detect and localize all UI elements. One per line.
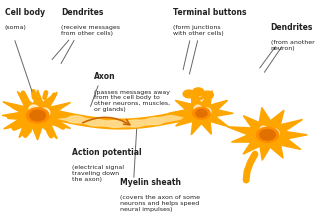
Circle shape bbox=[260, 129, 275, 140]
Text: (passes messages away
from the cell body to
other neurons, muscles,
or glands): (passes messages away from the cell body… bbox=[94, 90, 170, 112]
Text: (soma): (soma) bbox=[5, 25, 26, 30]
Ellipse shape bbox=[87, 119, 104, 126]
Text: (receive messages
from other cells): (receive messages from other cells) bbox=[61, 25, 120, 36]
Circle shape bbox=[196, 109, 207, 117]
Circle shape bbox=[202, 91, 214, 99]
Ellipse shape bbox=[29, 105, 40, 115]
Text: (from another
neuron): (from another neuron) bbox=[271, 40, 315, 51]
Text: Cell body: Cell body bbox=[5, 8, 45, 17]
Circle shape bbox=[26, 108, 49, 123]
Text: Terminal buttons: Terminal buttons bbox=[173, 8, 247, 17]
Ellipse shape bbox=[67, 116, 84, 123]
Circle shape bbox=[30, 110, 46, 121]
Ellipse shape bbox=[41, 108, 50, 116]
Ellipse shape bbox=[68, 117, 84, 121]
Ellipse shape bbox=[107, 121, 124, 128]
Ellipse shape bbox=[271, 129, 279, 136]
Ellipse shape bbox=[204, 108, 211, 114]
Polygon shape bbox=[169, 91, 233, 135]
Ellipse shape bbox=[127, 121, 143, 126]
Ellipse shape bbox=[146, 118, 163, 125]
Text: Myelin sheath: Myelin sheath bbox=[120, 178, 180, 187]
Text: Dendrites: Dendrites bbox=[271, 23, 313, 32]
Text: Dendrites: Dendrites bbox=[61, 8, 104, 17]
Text: (covers the axon of some
neurons and helps speed
neural impulses): (covers the axon of some neurons and hel… bbox=[120, 195, 200, 212]
Polygon shape bbox=[227, 107, 307, 160]
Polygon shape bbox=[2, 90, 76, 140]
Ellipse shape bbox=[147, 119, 162, 123]
Circle shape bbox=[193, 88, 204, 96]
Ellipse shape bbox=[107, 122, 123, 126]
Circle shape bbox=[256, 127, 279, 142]
Text: (form junctions
with other cells): (form junctions with other cells) bbox=[173, 25, 224, 36]
Circle shape bbox=[183, 90, 194, 98]
Ellipse shape bbox=[88, 120, 103, 124]
Ellipse shape bbox=[194, 105, 202, 113]
Ellipse shape bbox=[126, 120, 144, 127]
Circle shape bbox=[193, 107, 210, 119]
Ellipse shape bbox=[260, 126, 269, 135]
Text: Axon: Axon bbox=[94, 72, 116, 81]
Text: (electrical signal
traveling down
the axon): (electrical signal traveling down the ax… bbox=[72, 165, 124, 182]
Text: Action potential: Action potential bbox=[72, 148, 142, 157]
